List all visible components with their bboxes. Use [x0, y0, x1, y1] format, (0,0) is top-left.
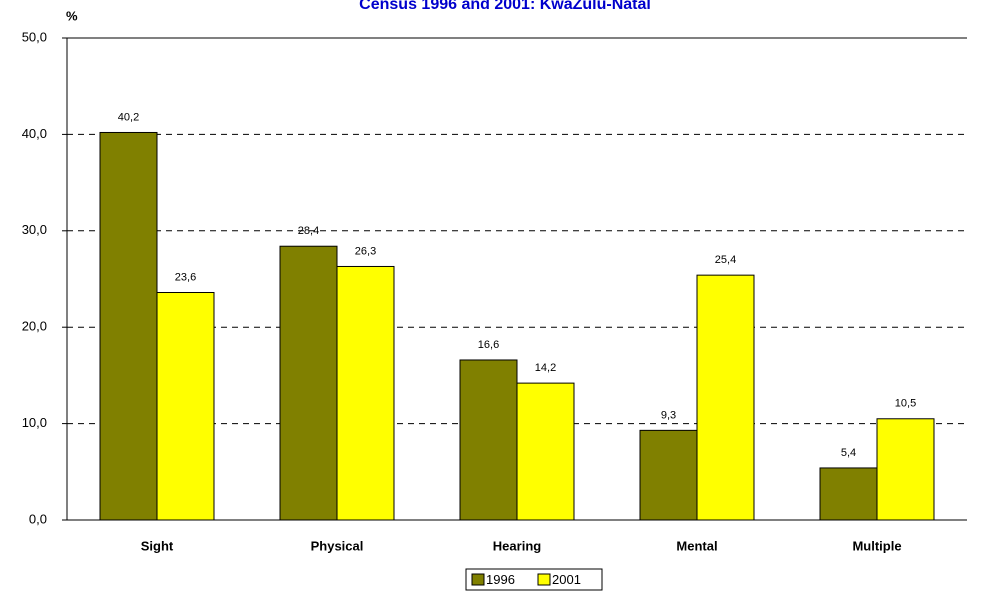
legend-swatch [471, 573, 485, 586]
x-tick-label: Hearing [493, 538, 541, 553]
y-tick-label: 20,0 [22, 319, 47, 334]
chart-title: Census 1996 and 2001: KwaZulu-Natal [359, 0, 651, 13]
bar [696, 274, 755, 521]
bar [156, 291, 215, 521]
bar [279, 245, 338, 521]
bar [99, 131, 158, 521]
x-tick-label: Multiple [852, 538, 901, 553]
y-tick-label: 0,0 [29, 511, 47, 526]
bar [516, 382, 575, 521]
value-label: 9,3 [661, 409, 676, 421]
y-tick-label: 50,0 [22, 29, 47, 44]
value-label: 40,2 [118, 111, 139, 123]
bar [819, 467, 878, 521]
bar [639, 429, 698, 521]
legend-label: 2001 [552, 572, 581, 587]
bar [876, 418, 935, 521]
value-label: 14,2 [535, 362, 556, 374]
value-label: 16,6 [478, 339, 499, 351]
value-label: 28,4 [298, 225, 319, 237]
y-axis-label: % [66, 8, 78, 23]
value-label: 26,3 [355, 245, 376, 257]
bar [336, 265, 395, 521]
bar [459, 359, 518, 521]
x-tick-label: Sight [141, 538, 174, 553]
x-tick-label: Physical [311, 538, 364, 553]
legend-label: 1996 [486, 572, 515, 587]
y-tick-label: 40,0 [22, 126, 47, 141]
y-tick-label: 30,0 [22, 222, 47, 237]
value-label: 25,4 [715, 254, 736, 266]
legend-box [465, 568, 603, 591]
value-label: 5,4 [841, 447, 856, 459]
value-label: 10,5 [895, 398, 916, 410]
x-tick-label: Mental [676, 538, 717, 553]
y-tick-label: 10,0 [22, 415, 47, 430]
legend-swatch [537, 573, 551, 586]
value-label: 23,6 [175, 271, 196, 283]
